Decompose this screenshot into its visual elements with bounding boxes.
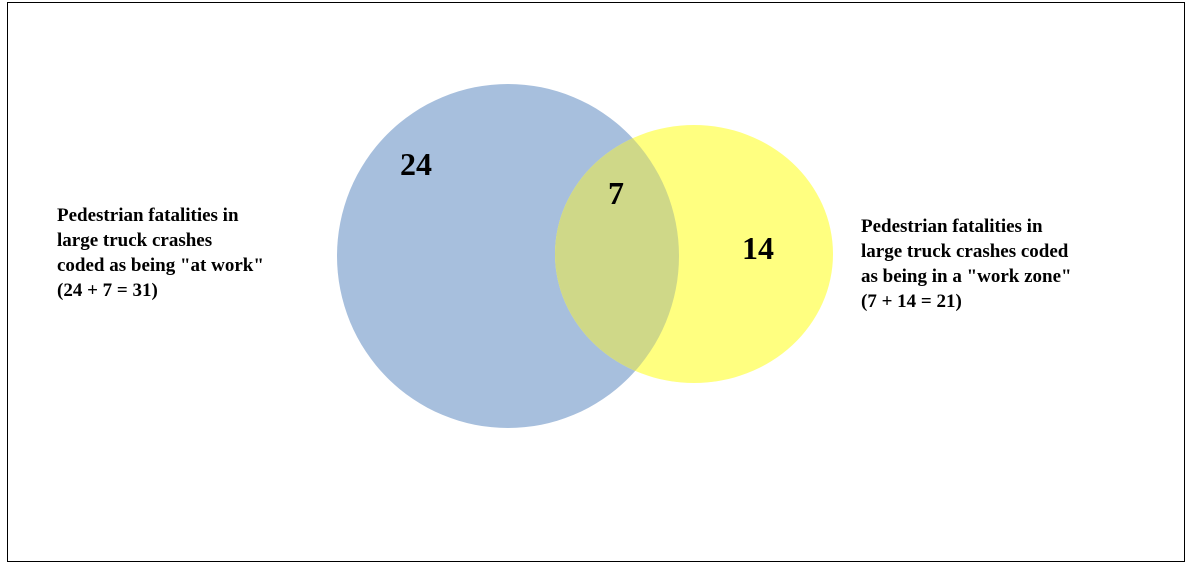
at-work-only-count: 24 [400,146,432,182]
overlap-count: 7 [608,175,624,211]
venn-diagram: 24 7 14 [337,84,833,428]
work-zone-only-count: 14 [742,230,774,266]
at-work-label-line: Pedestrian fatalities in [57,205,239,226]
overlap-region [555,125,679,383]
at-work-label-line: large truck crashes [57,230,213,251]
at-work-label-line: (24 + 7 = 31) [57,280,158,301]
at-work-label: Pedestrian fatalities in large truck cra… [57,203,264,303]
work-zone-label-line: Pedestrian fatalities in [861,216,1043,237]
work-zone-label-line: (7 + 14 = 21) [861,291,962,312]
work-zone-label-line: large truck crashes coded [861,241,1069,262]
at-work-label-line: coded as being "at work" [57,255,264,276]
work-zone-label: Pedestrian fatalities in large truck cra… [861,214,1072,314]
work-zone-label-line: as being in a "work zone" [861,266,1072,287]
